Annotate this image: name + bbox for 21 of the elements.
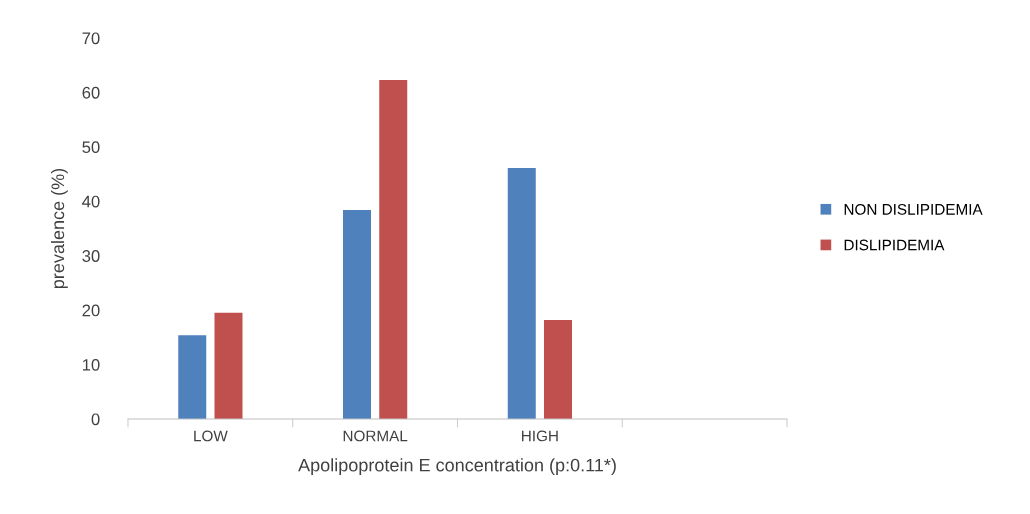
x-tick-label: HIGH bbox=[522, 430, 558, 442]
legend-label: DISLIPIDEMIA bbox=[844, 239, 945, 251]
y-tick-label: 60 bbox=[82, 86, 100, 99]
y-tick-label: 50 bbox=[82, 141, 100, 154]
y-tick-label: 0 bbox=[91, 413, 100, 426]
x-axis-title: Apolipoprotein E concentration (p:0.11*) bbox=[298, 458, 616, 476]
y-tick-label: 20 bbox=[82, 304, 100, 317]
x-tick-label: LOW bbox=[194, 430, 228, 442]
bar bbox=[178, 335, 207, 419]
y-tick-label: 70 bbox=[82, 32, 100, 45]
y-tick-label: 30 bbox=[82, 250, 100, 262]
bar bbox=[379, 79, 408, 419]
y-tick-label: 40 bbox=[82, 195, 100, 208]
y-axis-title: prevalence (%) bbox=[50, 168, 68, 289]
bar bbox=[343, 209, 372, 419]
legend-label: NON DISLIPIDEMIA bbox=[844, 203, 983, 215]
bar bbox=[507, 168, 536, 419]
x-tick-label: NORMAL bbox=[343, 430, 408, 442]
y-tick-label: 10 bbox=[82, 358, 100, 371]
bar bbox=[543, 319, 572, 419]
bar bbox=[214, 312, 243, 419]
